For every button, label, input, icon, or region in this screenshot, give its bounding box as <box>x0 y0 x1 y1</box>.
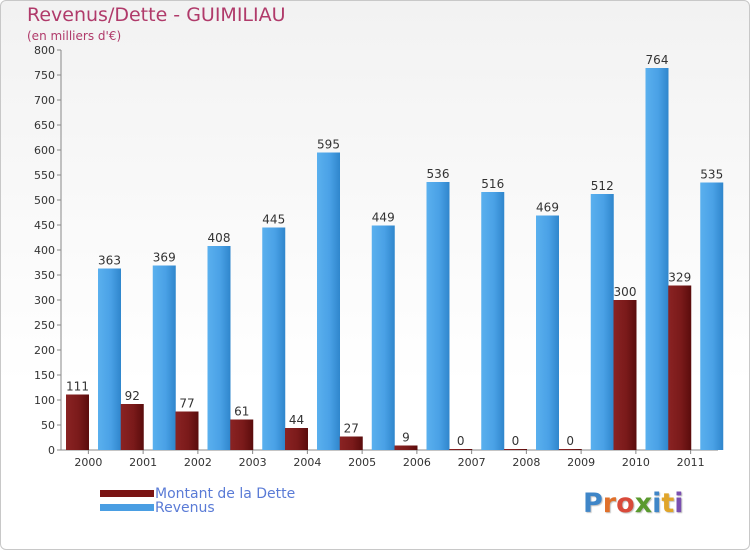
data-label-revenus: 535 <box>700 168 723 182</box>
data-label-dette: 61 <box>234 405 249 419</box>
chart-title: Revenus/Dette - GUIMILIAU <box>27 4 286 26</box>
bar-dette <box>66 394 89 450</box>
y-tick-label: 750 <box>34 69 55 82</box>
y-tick-label: 450 <box>34 219 55 232</box>
bar-revenus <box>700 182 724 450</box>
bar-dette <box>285 428 308 450</box>
bar-revenus <box>645 68 669 450</box>
data-label-dette: 77 <box>179 397 194 411</box>
y-tick-label: 250 <box>34 319 55 332</box>
logo-letter: P <box>583 488 603 519</box>
data-label-dette: 44 <box>289 413 304 427</box>
x-tick-label: 2007 <box>458 456 486 469</box>
bar-revenus <box>590 194 614 450</box>
data-label-revenus: 595 <box>317 138 340 152</box>
x-tick-label: 2011 <box>677 456 705 469</box>
y-tick-label: 0 <box>48 444 55 457</box>
bar-dette <box>504 449 527 450</box>
x-tick-label: 2003 <box>239 456 267 469</box>
bar-dette <box>120 404 144 450</box>
data-label-revenus: 449 <box>372 211 395 225</box>
y-tick-label: 800 <box>34 44 55 57</box>
data-label-dette: 27 <box>344 422 359 436</box>
bar-revenus <box>371 225 395 450</box>
y-tick-label: 100 <box>34 394 55 407</box>
bar-revenus <box>481 192 505 450</box>
legend-swatch-dette <box>100 490 154 497</box>
bar-revenus <box>152 265 176 450</box>
x-tick-label: 2010 <box>622 456 650 469</box>
logo-letter: t <box>661 488 675 519</box>
bar-dette <box>613 300 637 450</box>
y-tick-label: 600 <box>34 144 55 157</box>
bar-dette <box>394 445 418 450</box>
x-tick-label: 2000 <box>74 456 102 469</box>
bar-revenus <box>207 246 231 450</box>
x-tick-label: 2002 <box>184 456 212 469</box>
x-tick-label: 2006 <box>403 456 431 469</box>
x-tick-label: 2005 <box>348 456 376 469</box>
legend-swatch-revenus <box>100 504 154 511</box>
y-tick-label: 700 <box>34 94 55 107</box>
y-tick-label: 150 <box>34 369 55 382</box>
data-label-revenus: 516 <box>481 177 504 191</box>
data-label-dette: 111 <box>66 380 89 394</box>
logo-letter: r <box>602 488 617 519</box>
y-tick-label: 300 <box>34 294 55 307</box>
y-tick-label: 400 <box>34 244 55 257</box>
bar-revenus <box>98 268 121 450</box>
y-tick-label: 350 <box>34 269 55 282</box>
chart-subtitle: (en milliers d'€) <box>27 29 122 43</box>
logo-letter: x <box>634 488 653 519</box>
bar-revenus <box>317 152 340 450</box>
data-label-dette: 0 <box>457 434 465 448</box>
bar-dette <box>175 411 199 450</box>
data-label-dette: 300 <box>614 285 637 299</box>
data-label-dette: 9 <box>402 431 410 445</box>
x-tick-label: 2009 <box>567 456 595 469</box>
bar-dette <box>339 436 363 450</box>
y-tick-label: 500 <box>34 194 55 207</box>
proxiti-logo: Proxiti <box>583 488 684 519</box>
logo-letter: i <box>652 488 662 519</box>
legend-label-revenus: Revenus <box>155 500 215 516</box>
data-label-revenus: 469 <box>536 201 559 215</box>
data-label-revenus: 408 <box>208 231 231 245</box>
x-tick-label: 2004 <box>293 456 321 469</box>
data-label-dette: 329 <box>668 271 691 285</box>
data-label-revenus: 445 <box>262 213 285 227</box>
data-label-revenus: 536 <box>427 167 450 181</box>
bar-revenus <box>426 182 450 450</box>
logo-letter: o <box>616 488 635 519</box>
logo-letter: i <box>674 488 684 519</box>
bar-revenus <box>536 215 559 450</box>
bar-dette <box>449 449 473 450</box>
data-label-dette: 0 <box>566 434 574 448</box>
bar-dette <box>668 285 692 450</box>
data-label-revenus: 764 <box>646 53 669 67</box>
legend-label-dette: Montant de la Dette <box>155 486 296 502</box>
y-tick-label: 650 <box>34 119 55 132</box>
data-label-dette: 0 <box>512 434 520 448</box>
data-label-revenus: 363 <box>98 254 121 268</box>
bar-revenus <box>262 227 286 450</box>
data-label-revenus: 369 <box>153 251 176 265</box>
bar-dette <box>558 449 582 450</box>
data-label-dette: 92 <box>125 389 140 403</box>
data-label-revenus: 512 <box>591 179 614 193</box>
y-tick-label: 200 <box>34 344 55 357</box>
y-tick-label: 550 <box>34 169 55 182</box>
x-tick-label: 2008 <box>512 456 540 469</box>
x-tick-label: 2001 <box>129 456 157 469</box>
y-tick-label: 50 <box>41 419 55 432</box>
bar-dette <box>230 419 254 450</box>
